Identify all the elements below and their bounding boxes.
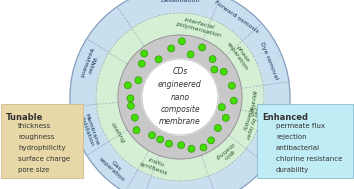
Text: Organic Solvent
separation: Organic Solvent separation <box>261 102 286 153</box>
Circle shape <box>165 140 172 147</box>
Circle shape <box>200 144 207 151</box>
Circle shape <box>211 66 218 73</box>
Circle shape <box>149 132 155 139</box>
Circle shape <box>188 145 195 152</box>
Circle shape <box>135 77 142 84</box>
Circle shape <box>157 136 164 143</box>
Circle shape <box>199 44 206 51</box>
Text: phase
separation: phase separation <box>226 38 254 72</box>
Circle shape <box>215 125 221 132</box>
Text: chlorine resistance: chlorine resistance <box>276 156 342 162</box>
Text: thickness: thickness <box>18 123 51 129</box>
Circle shape <box>141 50 148 57</box>
FancyBboxPatch shape <box>257 104 353 178</box>
Text: spin
coating: spin coating <box>214 141 239 164</box>
Text: Enhanced: Enhanced <box>262 113 308 122</box>
Text: Dye removal: Dye removal <box>259 41 279 81</box>
Text: filtration: filtration <box>248 90 255 117</box>
Circle shape <box>127 95 134 102</box>
Text: Water
treatment: Water treatment <box>79 47 99 81</box>
Circle shape <box>228 82 235 89</box>
Circle shape <box>220 68 227 75</box>
Circle shape <box>178 142 185 149</box>
Circle shape <box>218 104 225 111</box>
Text: insitu
synthesis: insitu synthesis <box>139 156 171 176</box>
Circle shape <box>133 127 140 134</box>
Text: Gas
separation: Gas separation <box>98 153 130 183</box>
Circle shape <box>178 38 185 45</box>
Circle shape <box>96 13 264 181</box>
Circle shape <box>222 114 229 121</box>
Text: Tunable: Tunable <box>6 113 44 122</box>
Text: pore size: pore size <box>18 167 49 173</box>
Circle shape <box>207 137 215 144</box>
Circle shape <box>131 114 138 121</box>
Circle shape <box>124 82 131 89</box>
Text: surface charge: surface charge <box>18 156 70 162</box>
Text: interfacial
polymerisation: interfacial polymerisation <box>175 15 223 38</box>
Text: permeate flux: permeate flux <box>276 123 325 129</box>
Text: durability: durability <box>276 167 309 173</box>
Circle shape <box>138 60 145 67</box>
Circle shape <box>127 102 135 109</box>
Text: CDs
engineered
nano
composite
membrane: CDs engineered nano composite membrane <box>158 67 202 126</box>
Circle shape <box>142 59 218 135</box>
Text: rejection: rejection <box>276 134 307 140</box>
Text: Forward osmosis: Forward osmosis <box>213 0 259 34</box>
Circle shape <box>230 97 237 104</box>
Circle shape <box>209 56 216 63</box>
Text: hydrophilicity: hydrophilicity <box>18 145 65 151</box>
Circle shape <box>168 45 175 52</box>
Circle shape <box>118 35 242 159</box>
Circle shape <box>155 56 162 63</box>
Text: coating: coating <box>110 122 126 144</box>
Text: antibacterial: antibacterial <box>276 145 320 151</box>
Text: roughness: roughness <box>18 134 55 140</box>
Text: Membrane
distillation: Membrane distillation <box>78 112 99 148</box>
Circle shape <box>187 51 194 58</box>
Text: Desalination: Desalination <box>160 0 200 2</box>
FancyBboxPatch shape <box>1 104 83 178</box>
Text: layer by layer
assembly: layer by layer assembly <box>239 100 260 139</box>
Circle shape <box>70 0 290 189</box>
